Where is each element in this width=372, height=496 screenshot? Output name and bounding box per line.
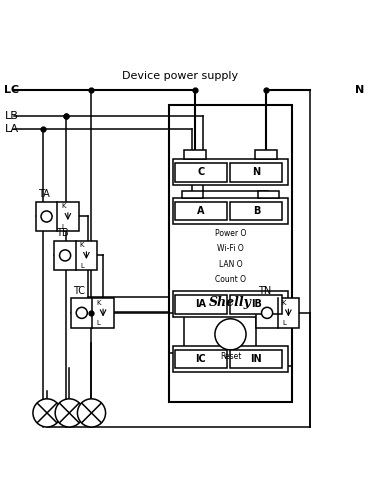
Text: IA: IA [195,299,206,310]
Bar [254,150,277,159]
Bar [173,198,288,224]
Text: TC: TC [73,286,85,296]
Text: IN: IN [251,354,262,364]
Bar [175,202,227,220]
Text: L: L [80,263,84,269]
Text: Power O: Power O [215,229,246,238]
Bar [231,202,282,220]
Text: LC: LC [4,85,19,96]
Text: N: N [252,167,260,178]
Bar [175,163,227,182]
Text: L: L [282,320,286,326]
Bar [169,105,292,402]
Text: Reset: Reset [220,352,241,361]
Text: N: N [355,85,364,96]
Text: K: K [96,300,101,306]
Text: IB: IB [251,299,262,310]
Bar [173,346,288,372]
Text: TB: TB [56,228,69,239]
Text: IC: IC [195,354,206,364]
Text: LB: LB [4,112,18,122]
Bar [36,202,78,231]
Text: TA: TA [38,189,49,199]
Text: Device power supply: Device power supply [122,70,238,81]
Text: L: L [61,224,65,230]
Bar [231,163,282,182]
Circle shape [33,399,61,427]
Text: C: C [197,167,205,178]
Bar [175,350,227,369]
Text: B: B [253,206,260,216]
Circle shape [76,308,87,318]
Text: TN: TN [258,286,272,296]
Bar [173,291,288,317]
Bar [182,190,203,198]
Bar [184,150,206,159]
Bar [175,295,227,313]
Bar [231,350,282,369]
Text: Count O: Count O [215,275,246,284]
Circle shape [41,211,52,222]
Text: LA: LA [4,124,19,134]
Text: L: L [97,320,100,326]
Circle shape [262,308,273,318]
Bar [231,295,282,313]
Text: A: A [197,206,205,216]
Bar [258,190,279,198]
Text: K: K [80,242,84,248]
Circle shape [55,399,83,427]
Text: K: K [282,300,286,306]
Text: Shelly: Shelly [209,296,252,310]
Bar [256,298,299,328]
Bar [71,298,114,328]
Circle shape [215,319,246,350]
Circle shape [77,399,106,427]
Text: LAN O: LAN O [219,260,242,269]
Bar [173,159,288,186]
Circle shape [60,250,71,261]
Text: Wi-Fi O: Wi-Fi O [217,244,244,253]
Text: K: K [61,203,66,209]
Bar [54,241,97,270]
